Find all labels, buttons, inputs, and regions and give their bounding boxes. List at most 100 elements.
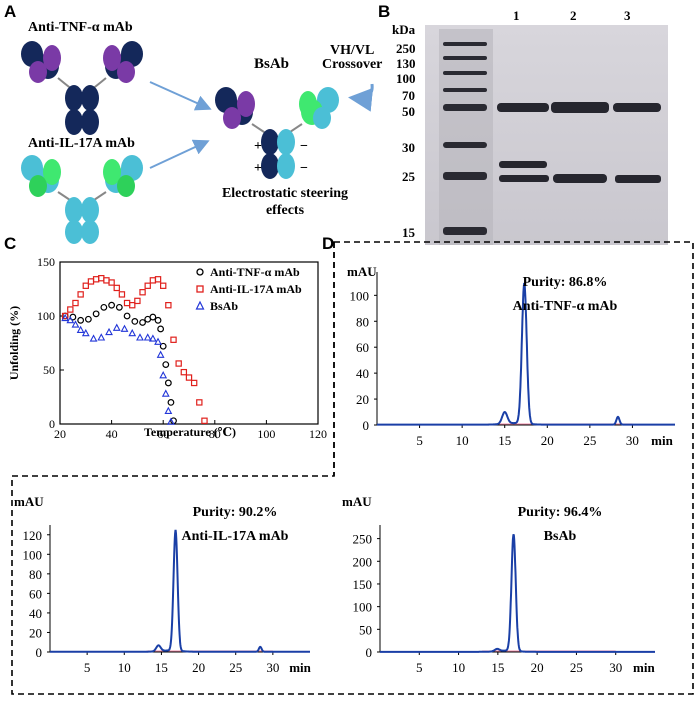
melt-point-bsab xyxy=(61,313,70,322)
legend-label-2: BsAb xyxy=(210,299,238,313)
melt-point-tnf xyxy=(162,361,170,368)
chromatogram-tnf: 0 20 40 60 80 100 5 10 15 20 25 30 min mAU Purity: 86.… xyxy=(347,264,675,448)
marker-130: 130 xyxy=(396,56,416,71)
melt-point-bsab xyxy=(112,323,121,331)
chrom-purity: Purity: 90.2% xyxy=(193,505,278,520)
crossover-line2: Crossover xyxy=(322,57,383,72)
marker-100: 100 xyxy=(396,71,416,86)
melt-point-il17 xyxy=(201,417,208,424)
chrom-purity: Purity: 96.4% xyxy=(518,505,603,520)
melt-ytick-label: 100 xyxy=(37,309,55,323)
melt-point-bsab xyxy=(159,371,168,379)
chrom-ytick-label: 0 xyxy=(366,645,373,660)
chrom-ytick-label: 100 xyxy=(353,600,373,615)
charge-minus-1: − xyxy=(300,139,308,154)
melt-point-bsab xyxy=(89,334,98,342)
melt-point-bsab xyxy=(97,333,106,341)
chrom-ytick-label: 20 xyxy=(356,392,369,407)
chrom-ytick-label: 200 xyxy=(353,554,373,569)
chrom-xunit: min xyxy=(651,433,673,448)
legend-marker-il17 xyxy=(196,285,204,293)
kda-label: kDa xyxy=(392,22,416,37)
chrom-ytick-label: 250 xyxy=(353,532,373,547)
melt-point-tnf xyxy=(131,317,139,325)
chrom-xtick-label: 10 xyxy=(456,433,469,448)
melt-point-bsab xyxy=(154,337,162,345)
chrom-ytick-label: 60 xyxy=(29,586,42,601)
panel-a-label: A xyxy=(4,2,17,21)
chrom-title: Anti-TNF-α mAb xyxy=(513,299,618,314)
chrom-purity: Purity: 86.8% xyxy=(523,275,608,290)
chrom-ytick-label: 40 xyxy=(356,366,369,381)
melt-point-bsab xyxy=(120,324,129,332)
melt-point-il17 xyxy=(87,278,95,285)
legend-label-1: Anti-IL-17A mAb xyxy=(210,282,302,296)
melt-point-bsab xyxy=(161,389,170,397)
chrom-ytick-label: 0 xyxy=(363,418,370,433)
chrom-xtick-label: 20 xyxy=(531,660,544,675)
melt-xtick-label: 60 xyxy=(157,427,169,440)
chrom-xtick-label: 25 xyxy=(570,660,583,675)
melt-point-il17 xyxy=(170,336,177,343)
arrow-bottom-icon xyxy=(149,139,210,169)
melt-xtick-label: 40 xyxy=(106,427,118,440)
melt-ytick-label: 150 xyxy=(37,255,55,269)
melting-curve-chart: 20 40 60 80 100 120 0 50 100 150 Temperature (℃) Un… xyxy=(7,255,327,440)
chrom-xtick-label: 30 xyxy=(266,660,279,675)
arrow-top-icon xyxy=(149,81,212,111)
melt-point-il17 xyxy=(118,291,126,298)
crossover-line1: VH/VL xyxy=(330,43,375,58)
legend-marker-bsab xyxy=(195,300,205,310)
lane-3-label: 3 xyxy=(624,8,631,23)
melt-point-il17 xyxy=(144,282,151,289)
melt-point-il17 xyxy=(165,301,172,309)
melt-ylabel: Unfolding (%) xyxy=(7,306,21,380)
chrom-xtick-label: 5 xyxy=(84,660,91,675)
melt-point-il17 xyxy=(160,282,167,289)
melt-point-il17 xyxy=(154,276,162,283)
chrom-ytick-label: 120 xyxy=(23,528,43,543)
steering-line1: Electrostatic steering xyxy=(221,186,349,201)
melt-xtick-label: 120 xyxy=(309,427,327,440)
chrom-xtick-label: 30 xyxy=(626,433,639,448)
bsab-icon xyxy=(215,87,339,179)
melt-plot-frame xyxy=(59,261,319,425)
panel-c-label: C xyxy=(4,234,17,253)
chrom-trace xyxy=(377,282,675,426)
chrom-xtick-label: 15 xyxy=(155,660,168,675)
crossover-arrow-icon xyxy=(348,83,374,112)
chromatogram-bsab: 0 50 100 150 200 250 5 10 15 20 25 30 min mAU Purity: … xyxy=(342,494,655,675)
melt-point-il17 xyxy=(82,282,89,289)
chrom-xtick-label: 5 xyxy=(416,433,423,448)
melt-point-il17 xyxy=(134,297,141,305)
lane-2-label: 2 xyxy=(570,8,577,23)
tnf-antibody-icon xyxy=(21,41,143,135)
melt-point-il17 xyxy=(175,360,182,367)
melt-point-bsab xyxy=(76,325,85,333)
melt-point-bsab xyxy=(81,328,90,337)
chromatogram-il17: 0 20 40 60 80 100 120 5 10 15 20 25 30 min mAU Purity: … xyxy=(14,494,312,675)
chrom-ytick-label: 50 xyxy=(359,622,372,637)
chrom-xtick-label: 25 xyxy=(583,433,596,448)
melt-point-bsab xyxy=(105,327,113,336)
bsab-label: BsAb xyxy=(254,56,290,72)
melt-point-bsab xyxy=(148,334,157,342)
chrom-ytick-label: 80 xyxy=(29,567,42,582)
melt-point-il17 xyxy=(77,291,84,298)
chrom-title: Anti-IL-17A mAb xyxy=(182,529,289,544)
melt-point-tnf xyxy=(77,316,85,324)
lane-1-label: 1 xyxy=(513,8,520,23)
melt-point-tnf xyxy=(115,303,123,311)
panel-d-label: D xyxy=(322,234,335,253)
melt-xtick-label: 20 xyxy=(54,427,66,440)
chrom-xtick-label: 20 xyxy=(541,433,554,448)
melt-point-tnf xyxy=(159,342,167,350)
melt-point-bsab xyxy=(156,350,165,358)
melt-point-il17 xyxy=(72,299,79,307)
chrom-xtick-label: 20 xyxy=(192,660,205,675)
antibody-schematic: + + − − xyxy=(21,41,374,244)
chrom-ytick-label: 150 xyxy=(353,577,373,592)
marker-25: 25 xyxy=(402,169,415,184)
melt-point-tnf xyxy=(123,312,131,320)
melt-point-bsab xyxy=(136,333,144,341)
